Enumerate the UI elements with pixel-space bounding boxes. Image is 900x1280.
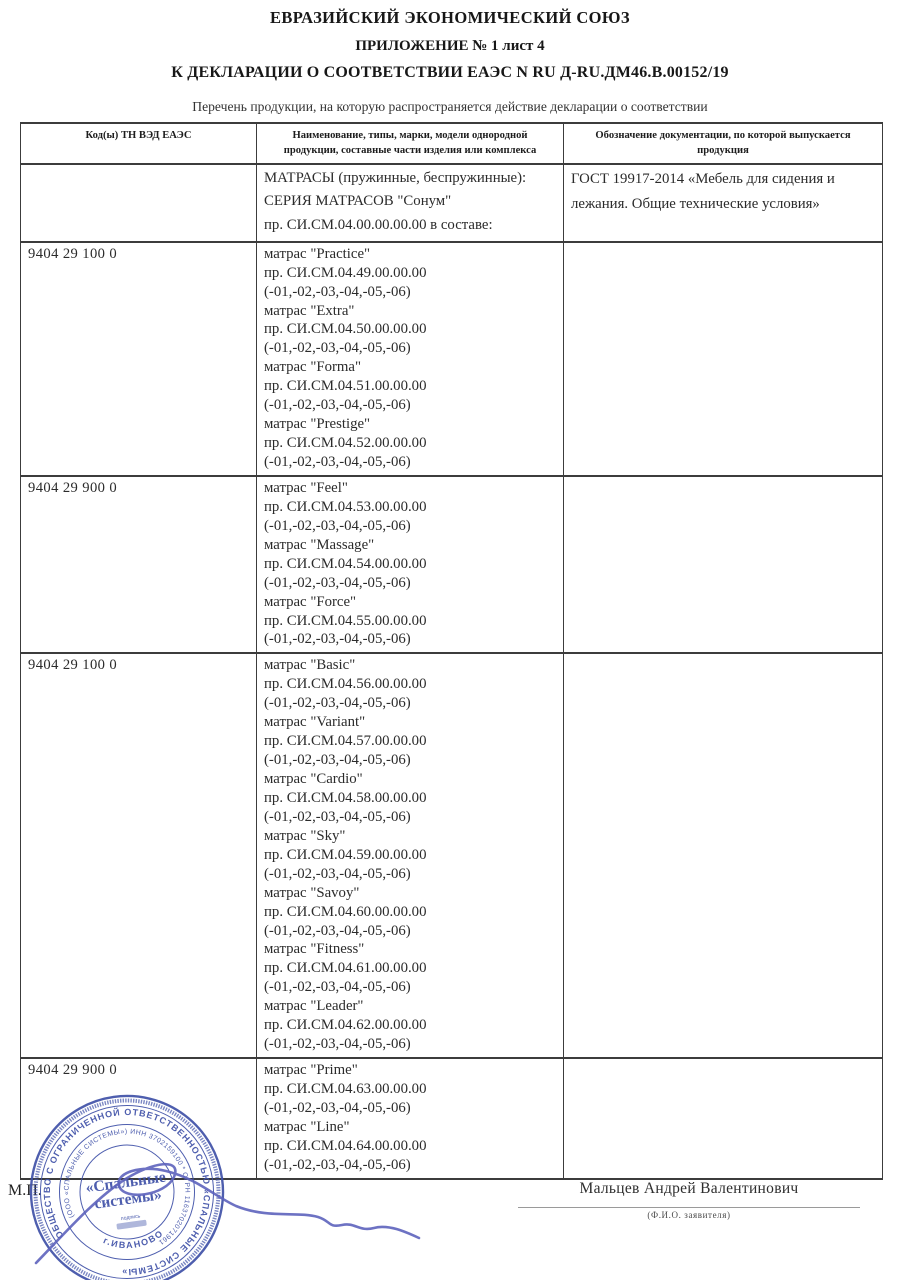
products-cell: матрас "Feel" пр. СИ.СМ.04.53.00.00.00 (… (256, 474, 564, 655)
docs-cell (563, 652, 883, 1060)
applicant-caption: (Ф.И.О. заявителя) (647, 1210, 731, 1220)
docs-cell (563, 474, 883, 655)
docs-cell (563, 240, 883, 477)
products-cell: матрас "Practice" пр. СИ.СМ.04.49.00.00.… (256, 240, 564, 477)
column-header-code: Код(ы) ТН ВЭД ЕАЭС (20, 122, 257, 165)
union-title: ЕВРАЗИЙСКИЙ ЭКОНОМИЧЕСКИЙ СОЮЗ (269, 8, 630, 27)
appendix-title: ПРИЛОЖЕНИЕ № 1 лист 4 (355, 38, 545, 54)
products-cell: матрас "Basic" пр. СИ.СМ.04.56.00.00.00 … (256, 652, 564, 1060)
applicant-name: Мальцев Андрей Валентинович (579, 1180, 799, 1197)
code-cell: 9404 29 900 0 (20, 474, 257, 655)
column-header-products: Наименование, типы, марки, модели одноро… (256, 122, 564, 165)
table-row: 9404 29 900 0 матрас "Prime" пр. СИ.СМ.0… (20, 1057, 883, 1180)
products-cell: матрас "Prime" пр. СИ.СМ.04.63.00.00.00 … (256, 1057, 564, 1180)
svg-text:г.ИВАНОВО: г.ИВАНОВО (101, 1227, 167, 1254)
code-cell (20, 162, 257, 243)
products-cell: МАТРАСЫ (пружинные, беспружинные): СЕРИЯ… (256, 162, 564, 243)
column-header-docs: Обозначение документации, по которой вып… (563, 122, 883, 165)
signature-line (518, 1207, 860, 1208)
signature-block: Мальцев Андрей Валентинович (Ф.И.О. заяв… (518, 1180, 860, 1220)
stamp-city-text: г.ИВАНОВО (101, 1227, 167, 1254)
code-cell: 9404 29 100 0 (20, 652, 257, 1060)
stamp-place-label: М.П. (8, 1182, 42, 1199)
table-caption: Перечень продукции, на которую распростр… (192, 99, 708, 114)
code-cell: 9404 29 100 0 (20, 240, 257, 477)
table-header-row: Код(ы) ТН ВЭД ЕАЭС Наименование, типы, м… (20, 122, 883, 165)
docs-cell: ГОСТ 19917-2014 «Мебель для сидения и ле… (563, 162, 883, 243)
docs-cell (563, 1057, 883, 1180)
table-row: 9404 29 100 0 матрас "Practice" пр. СИ.С… (20, 240, 883, 477)
document-header: ЕВРАЗИЙСКИЙ ЭКОНОМИЧЕСКИЙ СОЮЗ ПРИЛОЖЕНИ… (0, 0, 900, 82)
table-row: 9404 29 100 0 матрас "Basic" пр. СИ.СМ.0… (20, 652, 883, 1060)
table-row: 9404 29 900 0 матрас "Feel" пр. СИ.СМ.04… (20, 474, 883, 655)
products-table: Код(ы) ТН ВЭД ЕАЭС Наименование, типы, м… (20, 122, 883, 1180)
company-stamp: ОБЩЕСТВО С ОГРАНИЧЕННОЙ ОТВЕТСТВЕННОСТЬЮ… (27, 1092, 227, 1280)
declaration-number-title: К ДЕКЛАРАЦИИ О СООТВЕТСТВИИ ЕАЭС N RU Д-… (171, 64, 729, 81)
table-row: МАТРАСЫ (пружинные, беспружинные): СЕРИЯ… (20, 162, 883, 243)
